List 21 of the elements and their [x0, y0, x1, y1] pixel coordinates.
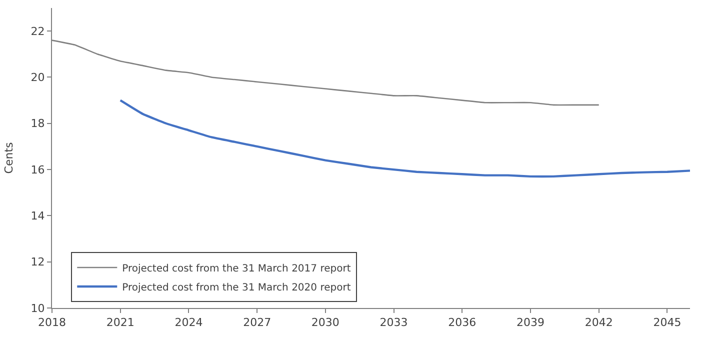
x-tick-label: 2036: [448, 316, 476, 330]
legend-label: Projected cost from the 31 March 2020 report: [122, 282, 351, 294]
x-tick-label: 2033: [380, 316, 408, 330]
x-tick-label: 2039: [516, 316, 544, 330]
x-tick-label: 2024: [174, 316, 203, 330]
x-tick-label: 2030: [311, 316, 340, 330]
x-tick-label: 2021: [106, 316, 134, 330]
x-tick-label: 2018: [38, 316, 66, 330]
line-series: [119, 99, 690, 178]
y-tick-label: 14: [30, 210, 45, 223]
x-tick-label: 2027: [243, 316, 272, 330]
x-tick-label: 2045: [653, 316, 682, 330]
legend-label: Projected cost from the 31 March 2017 report: [122, 263, 351, 274]
y-tick-label: 16: [30, 163, 45, 176]
y-tick-label: 22: [30, 24, 45, 38]
x-tick-label: 2042: [584, 316, 613, 330]
y-tick-label: 10: [30, 302, 45, 315]
y-tick-label: 12: [30, 256, 45, 269]
y-tick-label: 20: [30, 71, 45, 84]
y-axis-title: Cents: [2, 142, 16, 174]
y-tick-label: 18: [30, 117, 45, 130]
